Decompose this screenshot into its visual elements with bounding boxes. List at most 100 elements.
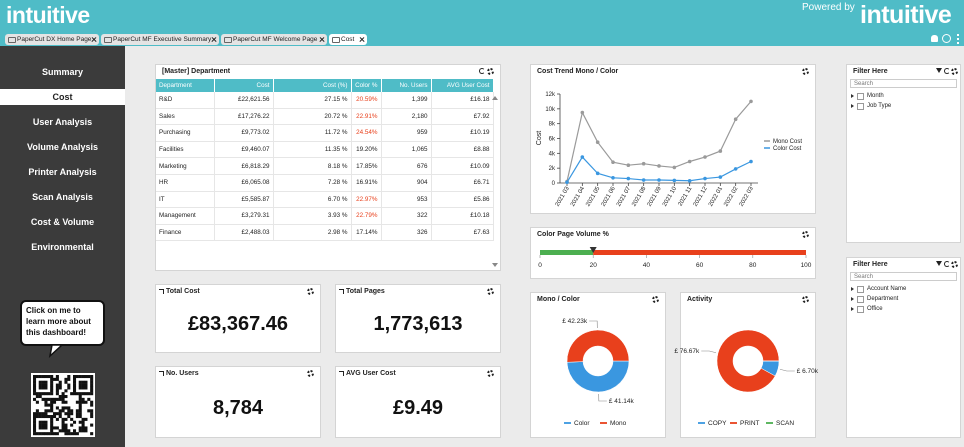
tab-label: PaperCut MF Welcome Page [233,36,318,43]
panel-title: [Master] Department [162,68,231,75]
tab-label: PaperCut MF Executive Summary [113,36,212,43]
powered-by: Powered by [802,2,855,13]
table-cell: 20.72 % [273,108,352,126]
table-cell: 904 [381,174,432,192]
settings-icon[interactable] [307,370,314,377]
table-cell: 322 [381,207,432,225]
settings-icon[interactable] [802,296,809,303]
refresh-icon[interactable] [944,261,950,267]
kpi-title: AVG User Cost [346,370,396,377]
arrow-icon [159,289,164,294]
gauge-panel: Color Page Volume % [530,227,816,279]
tab-label: PaperCut DX Home Page [17,36,92,43]
menu-item[interactable]: Cost & Volume [30,217,95,227]
more-icon[interactable] [957,34,961,44]
menu-item[interactable]: Scan Analysis [32,192,93,202]
table-cell: 11.72 % [273,124,352,142]
header-row: Department Cost Cost (%) Color % No. Users AV… [156,79,494,92]
scroll-down[interactable] [492,263,498,267]
search-box[interactable]: Search [850,79,957,88]
department-table-panel: [Master] Department Department Cost Cost (… [155,64,501,271]
table-cell: £9,773.02 [214,124,274,142]
table-cell: £8.88 [431,141,494,159]
filter-icon[interactable] [936,68,942,73]
settings-icon[interactable] [487,288,494,295]
filter-item[interactable]: Office [851,305,883,313]
menu-item[interactable]: Printer Analysis [28,167,97,177]
settings-icon[interactable] [951,68,958,75]
kpi-panel: No. Users 8,784 [155,366,321,438]
menu-item[interactable]: User Analysis [32,117,93,127]
tab[interactable]: Cost [329,34,367,45]
scroll-up[interactable] [492,96,498,100]
table-row: Sales £17,276.22 20.72 % 22.91% 2,180 £7.92 [156,108,494,126]
settings-icon[interactable] [487,370,494,377]
tab[interactable]: PaperCut MF Welcome Page [221,34,327,45]
refresh-icon[interactable] [944,68,950,74]
filter-item[interactable]: Month [851,92,884,100]
table-cell: 6.70 % [273,191,352,209]
column-header[interactable]: Department [156,79,215,92]
table-cell: R&D [156,92,215,109]
table-row: Marketing £6,818.29 8.18 % 17.85% 676 £10.09 [156,157,494,175]
table-cell: 17.85% [351,157,382,175]
table-cell: Finance [156,224,215,242]
filter-icon[interactable] [936,261,942,266]
column-header[interactable]: AVG User Cost [431,79,494,92]
table-row: HR £6,065.08 7.28 % 16.91% 904 £6.71 [156,174,494,192]
table-cell: £10.19 [431,124,494,142]
settings-icon[interactable] [307,288,314,295]
table-cell: 22.97% [351,191,382,209]
table-cell: £5,585.87 [214,191,274,209]
settings-icon[interactable] [802,231,809,238]
panel-title: Cost Trend Mono / Color [537,68,619,75]
tab[interactable]: PaperCut MF Executive Summary [101,34,219,45]
tab[interactable]: PaperCut DX Home Page [5,34,99,45]
table-cell: £9,460.07 [214,141,274,159]
column-header[interactable]: Cost (%) [273,79,352,92]
settings-icon[interactable] [652,296,659,303]
tab-close[interactable] [359,34,365,45]
kpi-title: No. Users [166,370,199,377]
table-cell: £10.18 [431,207,494,225]
settings-icon[interactable] [487,68,494,75]
filter-item[interactable]: Account Name [851,285,906,293]
table-cell: 959 [381,124,432,142]
kpi-value: 8,784 [212,397,264,419]
table-cell: 24.54% [351,124,382,142]
tab-close[interactable] [91,34,97,45]
table-cell: £17,276.22 [214,108,274,126]
tab-close[interactable] [211,34,217,45]
table-cell: £10.09 [431,157,494,175]
table-row: Purchasing £9,773.02 11.72 % 24.54% 959 £10.1… [156,124,494,142]
cost-trend-panel: Cost Trend Mono / Color [530,64,816,214]
tab-close[interactable] [319,34,325,45]
menu-item[interactable]: Volume Analysis [26,142,99,152]
table-cell: £6.71 [431,174,494,192]
table-cell: 326 [381,224,432,242]
menu-item[interactable]: Summary [41,67,84,77]
kpi-panel: AVG User Cost £9.49 [335,366,501,438]
table-cell: 19.20% [351,141,382,159]
help-bubble[interactable]: Click on me to learn more about this das… [20,300,105,346]
table-cell: 22.91% [351,108,382,126]
help-icon[interactable] [942,34,951,43]
table-cell: £7.92 [431,108,494,126]
filter-item[interactable]: Job Type [851,102,891,110]
filter-item[interactable]: Department [851,295,898,303]
settings-icon[interactable] [802,68,809,75]
column-header[interactable]: Color % [351,79,382,92]
refresh-icon[interactable] [479,68,485,74]
table-cell: £5.86 [431,191,494,209]
menu-item[interactable]: Cost [0,89,125,105]
menu-item[interactable]: Environmental [31,242,94,252]
column-header[interactable]: No. Users [381,79,432,92]
table-cell: 22.79% [351,207,382,225]
sidebar: Summary Cost User Analysis Volume Analysis P… [0,46,125,447]
table-cell: 7.28 % [273,174,352,192]
column-header[interactable]: Cost [214,79,274,92]
settings-icon[interactable] [951,261,958,268]
panel-title: Activity [687,296,713,303]
bell-icon[interactable] [931,35,938,42]
search-box[interactable]: Search [850,272,957,281]
